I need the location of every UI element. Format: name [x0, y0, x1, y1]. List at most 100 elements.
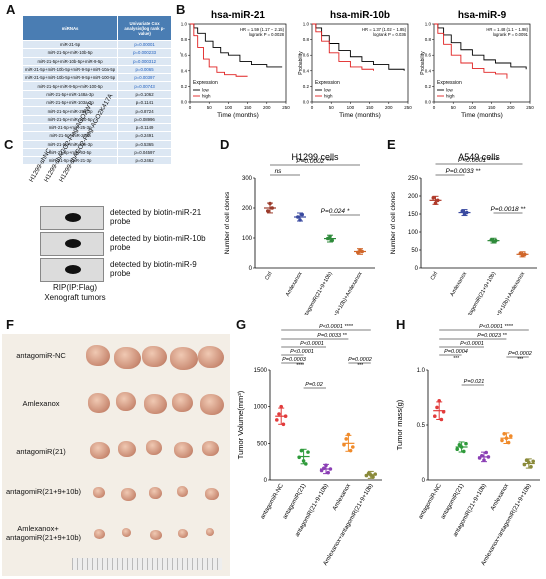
data-point: [502, 432, 506, 436]
significance-label: P=0.0018 **: [491, 206, 526, 213]
data-point: [356, 250, 360, 255]
km-title: hsa-miR-9: [458, 10, 507, 21]
table-header-mirnas: miRNAs: [21, 15, 119, 41]
data-point: [506, 440, 511, 445]
table-row: miR-21-5p p=0.00001: [21, 39, 172, 50]
significance-label: ***: [453, 356, 460, 362]
km-plot-1: hsa-miR-21 HR = 1.59 (1.17 − 2.15)logrank…: [180, 10, 290, 119]
km-legend-title: Expression: [437, 80, 462, 86]
table-cell-pvalue: p=0.00743: [117, 81, 172, 91]
tumor-row-label-2: Amlexanox: [22, 399, 60, 408]
table-cell-pvalue: p=0.000312: [117, 56, 172, 66]
panel-label-c: C: [4, 137, 14, 152]
km-legend-title: Expression: [193, 80, 218, 86]
tumor-sample: [174, 441, 193, 458]
data-point: [373, 472, 377, 476]
y-tick-label: 0: [415, 266, 419, 272]
tumor-sample: [200, 394, 224, 415]
data-point: [348, 448, 353, 453]
y-tick-label: 0.5: [417, 423, 426, 429]
significance-label: P=0.021: [464, 379, 485, 385]
data-point: [441, 410, 446, 414]
km-xtick-label: 50: [329, 105, 335, 110]
km-legend-high: high: [202, 94, 211, 99]
km-ytick-label: 0.4: [425, 68, 432, 73]
y-tick-label: 250: [408, 176, 419, 182]
data-point: [344, 437, 348, 441]
category-label: Ctrl: [430, 271, 439, 281]
data-point: [306, 450, 310, 454]
km-xtick-label: 250: [526, 105, 534, 110]
significance-label: P=0.0033 **: [317, 333, 347, 339]
category-label: antagomiR-NC: [260, 482, 285, 520]
data-point: [439, 417, 444, 422]
panel-label-g: G: [236, 317, 247, 332]
chart-e: A549 cells 0 50 100 150 200 250 Number of cell …: [390, 152, 537, 315]
data-point: [281, 422, 286, 427]
category-label: antagomiR-NC: [418, 482, 443, 520]
data-point: [371, 475, 375, 479]
table-row: miR-21-5p+miR-10b-5p+miR-9-5p p=0.000312: [21, 56, 172, 66]
tumor-row-label-3: antagomiR(21): [16, 447, 66, 456]
tumor-sample: [118, 441, 136, 457]
tumor-sample: [172, 392, 193, 412]
tumor-sample: [144, 393, 167, 414]
significance-label: P<0.0001: [300, 341, 324, 347]
significance-label: P<0.0001 ****: [458, 157, 498, 164]
km-legend-low: low: [202, 88, 210, 93]
y-tick-label: 0: [422, 478, 426, 484]
data-point: [522, 252, 527, 257]
table-cell-mirna: miR-21-5p+miR-10b-5p: [21, 48, 119, 58]
tumor-row-label-5: Amlexanox+ antagomiR(21+9+10b): [6, 524, 82, 542]
probe-label-3: detected by biotin-miR-9 probe: [110, 260, 197, 278]
data-point: [484, 450, 488, 455]
km-xtick-label: 150: [366, 105, 374, 110]
data-point: [464, 210, 469, 215]
blot-lane-labels: H1299-shNC H1299-shAGO2-Flag-AGO2WT H129…: [28, 93, 136, 200]
ruler: [72, 558, 222, 570]
km-xtick-label: 100: [225, 105, 233, 110]
data-point: [298, 218, 302, 222]
data-point: [435, 405, 439, 410]
tumor-sample: [206, 527, 214, 536]
km-ytick-label: 0.8: [425, 37, 432, 42]
km-curve-high: [434, 23, 508, 79]
y-tick-label: 200: [242, 206, 253, 212]
tumor-photo: antagomiR-NC Amlexanox antagomiR(21) ant…: [2, 334, 230, 576]
category-label: antagomiR(21): [282, 483, 307, 520]
data-point: [527, 460, 531, 465]
km-ylabel: Probability: [298, 51, 304, 75]
table-row: miR-21-5p+miR-10b-5p+miR-9-5p+miR-10a-5p…: [21, 64, 172, 75]
data-point: [459, 445, 464, 449]
y-tick-label: 1000: [254, 405, 268, 411]
data-point: [328, 234, 332, 239]
tumor-sample: [148, 487, 162, 499]
km-plot-2: hsa-miR-10b HR = 1.37 (1.02 − 1.85)logran…: [298, 10, 412, 119]
blot-caption-rip: RIP(IP:Flag): [52, 283, 97, 292]
data-point: [493, 238, 498, 243]
km-xtick-label: 0: [311, 105, 314, 110]
tumor-sample: [120, 488, 136, 501]
data-point: [275, 418, 279, 422]
data-point: [328, 467, 333, 471]
km-legend-high: high: [324, 94, 333, 99]
significance-label: P=0.0004: [444, 349, 468, 355]
km-ytick-label: 1.0: [425, 22, 432, 27]
km-ytick-label: 0.8: [303, 37, 310, 42]
data-point: [319, 468, 324, 473]
data-point: [279, 404, 283, 409]
km-xlabel: Time (months): [339, 112, 381, 119]
table-cell-mirna: miR-21-5p+miR-148a-3p: [21, 89, 119, 100]
chart-g: 0 500 1000 1500 Tumor Volume(mm³) antagomiR-N…: [236, 324, 382, 567]
tumor-sample: [92, 486, 105, 498]
km-frame: [433, 23, 531, 103]
data-point: [524, 458, 529, 462]
table-cell-mirna: miR-21-5p: [21, 39, 119, 50]
km-ytick-label: 0.8: [181, 37, 188, 42]
table-cell-mirna: miR-21-5p+miR-10b-5p+miR-9-5p: [21, 56, 119, 66]
significance-label: ns: [275, 168, 283, 175]
y-tick-label: 0: [264, 478, 268, 484]
data-point: [457, 443, 462, 447]
km-xlabel: Time (months): [461, 112, 503, 119]
